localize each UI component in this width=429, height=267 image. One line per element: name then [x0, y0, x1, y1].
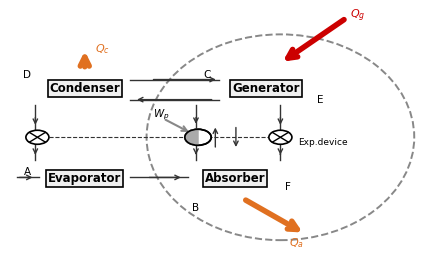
Circle shape — [26, 130, 49, 144]
Text: A: A — [24, 167, 31, 177]
Text: F: F — [284, 182, 290, 193]
Text: $W_p$: $W_p$ — [153, 108, 169, 122]
Circle shape — [269, 130, 292, 144]
Text: Condenser: Condenser — [49, 82, 120, 95]
Text: E: E — [317, 95, 324, 105]
Text: C: C — [203, 69, 210, 80]
Text: $Q_a$: $Q_a$ — [290, 236, 304, 250]
Text: $Q_g$: $Q_g$ — [350, 7, 366, 24]
Circle shape — [185, 129, 211, 145]
Text: Generator: Generator — [232, 82, 300, 95]
Text: Exp.device: Exp.device — [298, 138, 348, 147]
Text: Evaporator: Evaporator — [48, 172, 121, 185]
Text: B: B — [192, 203, 199, 213]
Text: D: D — [23, 69, 31, 80]
Polygon shape — [185, 129, 198, 145]
Text: Absorber: Absorber — [205, 172, 266, 185]
Text: $Q_c$: $Q_c$ — [95, 42, 110, 56]
